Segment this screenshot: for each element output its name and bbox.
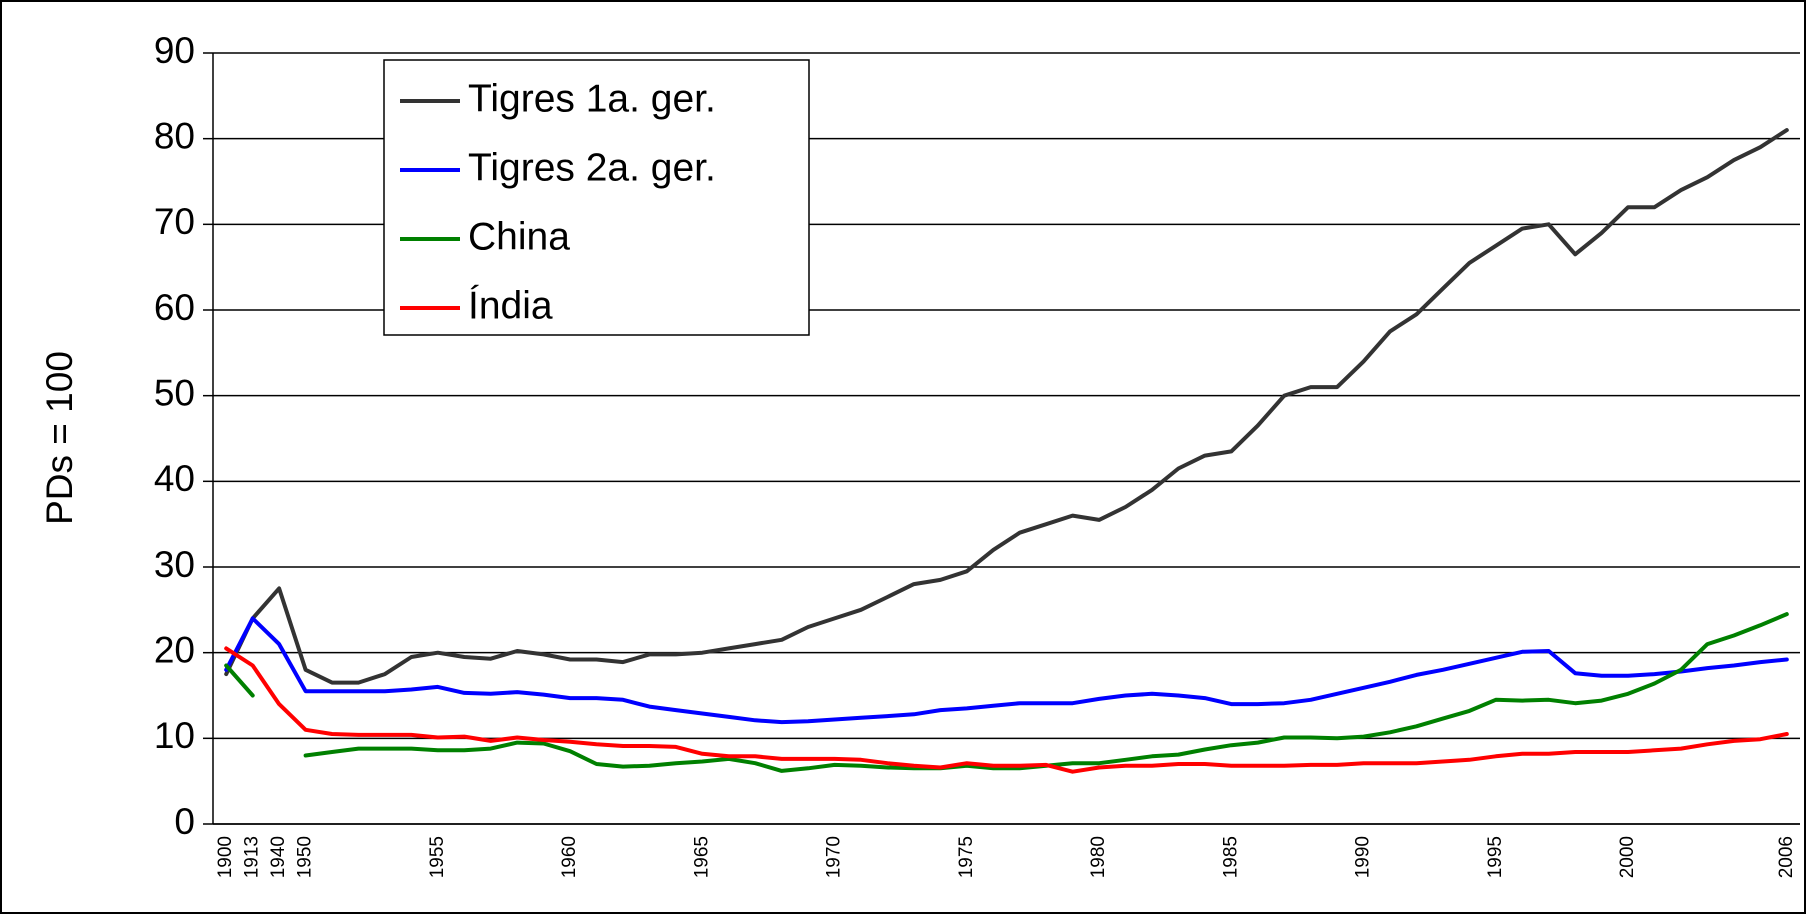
x-tick-label: 1965	[691, 836, 712, 878]
y-tick-label: 20	[154, 629, 195, 670]
x-tick-label: 2000	[1617, 836, 1638, 878]
legend-label: Tigres 2a. ger.	[468, 146, 716, 189]
x-tick-label: 1940	[268, 836, 289, 878]
x-tick-label: 1960	[559, 836, 580, 878]
y-tick-label: 0	[174, 801, 195, 842]
y-tick-label: 40	[154, 458, 195, 499]
y-axis-label: PDs = 100	[39, 351, 80, 525]
x-tick-label: 1975	[956, 836, 977, 878]
x-tick-label: 2006	[1776, 836, 1797, 878]
y-tick-label: 10	[154, 715, 195, 756]
legend-label: Tigres 1a. ger.	[468, 77, 716, 120]
x-tick-label: 1990	[1353, 836, 1374, 878]
x-tick-label: 1913	[242, 836, 263, 878]
x-tick-label: 1900	[215, 836, 236, 878]
x-tick-label: 1980	[1088, 836, 1109, 878]
y-tick-label: 70	[154, 201, 195, 242]
x-tick-label: 1995	[1485, 836, 1506, 878]
y-tick-label: 80	[154, 115, 195, 156]
x-tick-label: 1955	[427, 836, 448, 878]
legend-label: China	[468, 215, 570, 258]
legend-label: Índia	[468, 284, 553, 327]
x-tick-label: 1985	[1220, 836, 1241, 878]
y-tick-label: 50	[154, 372, 195, 413]
y-tick-label: 60	[154, 287, 195, 328]
line-series	[224, 616, 1789, 725]
y-tick-label: 90	[154, 30, 195, 71]
legend-box	[383, 59, 810, 336]
x-tick-label: 1950	[295, 836, 316, 878]
x-tick-label: 1970	[824, 836, 845, 878]
line-series	[224, 128, 1789, 685]
line-series	[224, 646, 1789, 774]
y-tick-label: 30	[154, 544, 195, 585]
